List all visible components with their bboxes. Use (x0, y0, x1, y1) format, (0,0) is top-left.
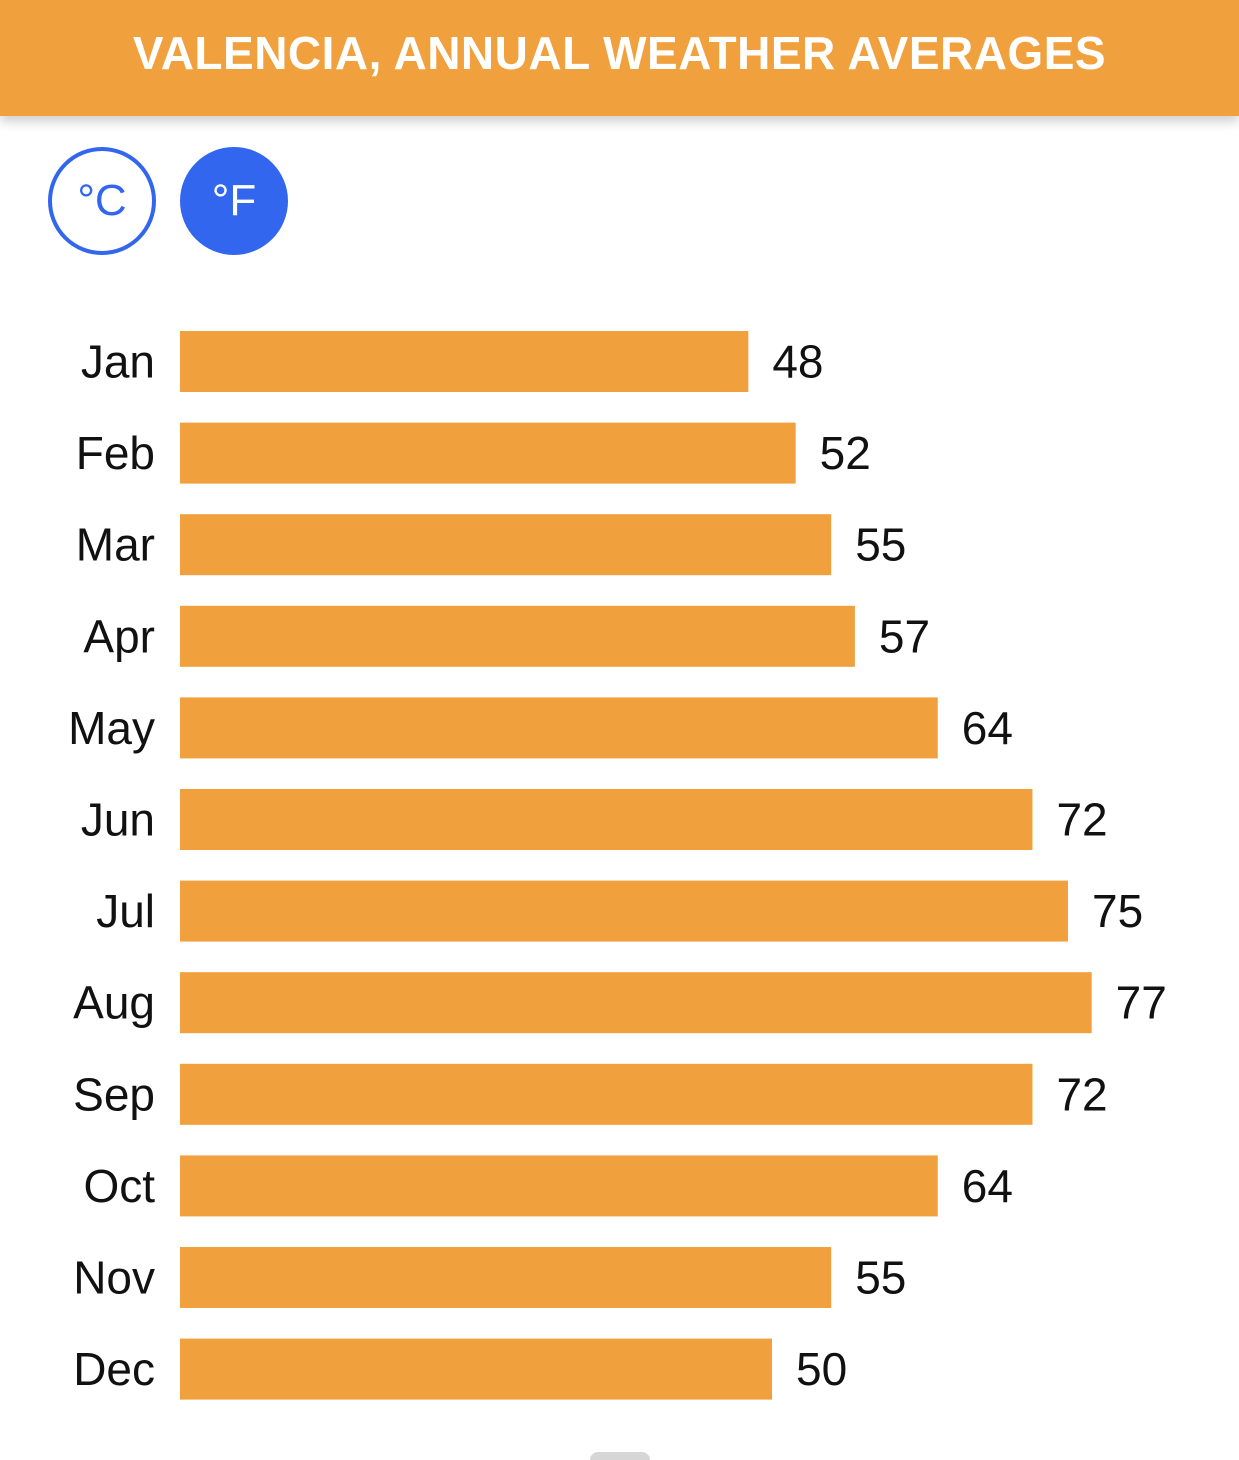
category-label-apr: Apr (83, 610, 155, 662)
page-title: VALENCIA, ANNUAL WEATHER AVERAGES (132, 27, 1107, 79)
value-label-jan: 48 (772, 336, 823, 388)
value-label-may: 64 (962, 702, 1013, 754)
bar-jul (180, 880, 1068, 942)
bar-jun (180, 789, 1033, 850)
celsius-toggle-button[interactable]: °C (48, 147, 156, 255)
bar-may (180, 697, 938, 759)
category-label-feb: Feb (76, 427, 155, 479)
category-label-mar: Mar (76, 519, 155, 571)
bar-dec (180, 1338, 772, 1400)
value-label-aug: 77 (1116, 977, 1167, 1029)
category-label-aug: Aug (73, 977, 155, 1029)
value-label-mar: 55 (855, 519, 906, 571)
scroll-indicator (590, 1452, 650, 1460)
value-label-dec: 50 (796, 1343, 847, 1395)
bar-aug (180, 972, 1092, 1034)
category-label-oct: Oct (83, 1160, 155, 1212)
bar-sep (180, 1063, 1033, 1125)
bar-apr (180, 605, 855, 667)
bar-jan (180, 331, 749, 392)
value-label-nov: 55 (855, 1252, 906, 1304)
value-label-jul: 75 (1092, 885, 1143, 937)
bar-feb (180, 422, 796, 484)
value-label-apr: 57 (879, 610, 930, 662)
value-label-oct: 64 (962, 1160, 1013, 1212)
category-label-jun: Jun (81, 794, 155, 846)
value-label-jun: 72 (1056, 794, 1107, 846)
value-label-feb: 52 (820, 427, 871, 479)
category-label-nov: Nov (73, 1252, 155, 1304)
category-label-may: May (68, 702, 155, 754)
category-label-sep: Sep (73, 1068, 155, 1120)
value-label-sep: 72 (1056, 1068, 1107, 1120)
category-label-jul: Jul (96, 885, 155, 937)
bar-chart: Jan 48 Feb 52 Mar 55 Apr 57 May 64 Jun 72 Jul 75 Aug 77… (68, 331, 1167, 1400)
bar-oct (180, 1155, 938, 1217)
category-label-dec: Dec (73, 1343, 155, 1395)
header-bar: VALENCIA, ANNUAL WEATHER AVERAGES (0, 0, 1239, 116)
bar-nov (180, 1247, 832, 1308)
fahrenheit-toggle-button[interactable]: °F (180, 147, 288, 255)
category-label-jan: Jan (81, 336, 155, 388)
bar-mar (180, 514, 832, 576)
